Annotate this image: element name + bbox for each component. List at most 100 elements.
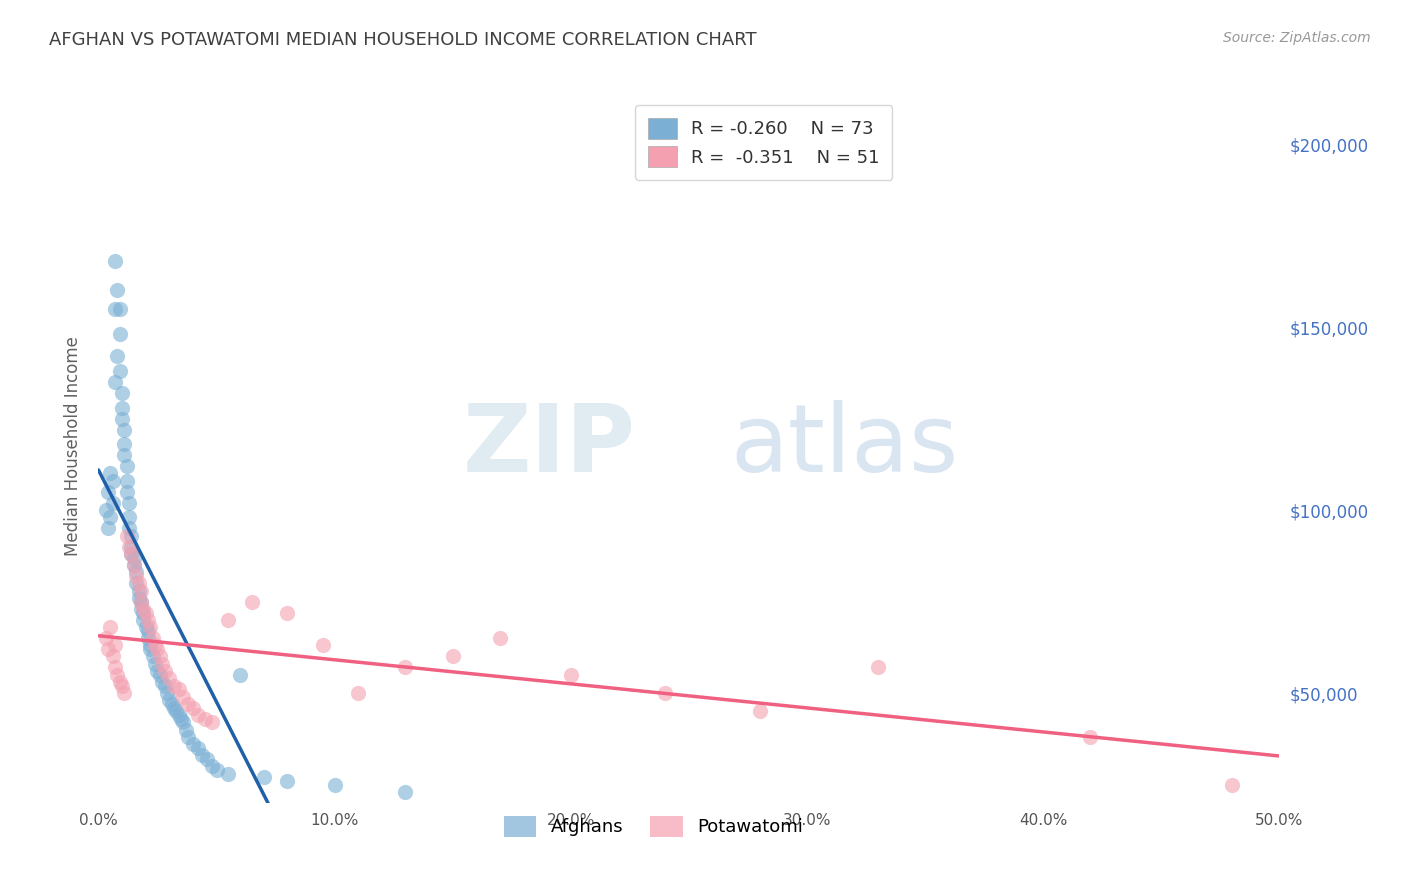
Point bbox=[128, 583, 150, 598]
Point bbox=[105, 284, 128, 298]
Point bbox=[1080, 730, 1102, 744]
Point bbox=[146, 642, 169, 657]
Point bbox=[748, 704, 770, 718]
Point bbox=[132, 602, 155, 616]
Point bbox=[195, 752, 218, 766]
Legend: Afghans, Potawatomi: Afghans, Potawatomi bbox=[496, 808, 810, 844]
Point bbox=[181, 700, 204, 714]
Point bbox=[205, 763, 228, 777]
Point bbox=[163, 679, 186, 693]
Point bbox=[170, 712, 193, 726]
Point bbox=[105, 349, 128, 363]
Point bbox=[229, 667, 252, 681]
Point bbox=[98, 510, 121, 524]
Point bbox=[177, 730, 200, 744]
Point bbox=[276, 606, 298, 620]
Point bbox=[187, 740, 209, 755]
Point bbox=[128, 576, 150, 591]
Point bbox=[146, 664, 169, 678]
Point bbox=[104, 301, 127, 316]
Y-axis label: Median Household Income: Median Household Income bbox=[63, 336, 82, 556]
Point bbox=[240, 594, 263, 608]
Point bbox=[142, 631, 165, 645]
Point bbox=[312, 639, 335, 653]
Point bbox=[115, 484, 138, 499]
Point bbox=[125, 566, 148, 580]
Point bbox=[121, 529, 143, 543]
Point bbox=[98, 467, 121, 481]
Point bbox=[105, 667, 128, 681]
Point bbox=[104, 639, 127, 653]
Point bbox=[97, 642, 120, 657]
Point bbox=[111, 386, 134, 401]
Point bbox=[98, 620, 121, 634]
Text: ZIP: ZIP bbox=[463, 400, 636, 492]
Point bbox=[139, 639, 162, 653]
Point bbox=[101, 496, 124, 510]
Point bbox=[108, 675, 131, 690]
Point bbox=[394, 660, 416, 674]
Text: atlas: atlas bbox=[730, 400, 959, 492]
Text: Source: ZipAtlas.com: Source: ZipAtlas.com bbox=[1223, 31, 1371, 45]
Point bbox=[115, 529, 138, 543]
Point bbox=[121, 547, 143, 561]
Point bbox=[112, 423, 135, 437]
Point bbox=[1220, 777, 1243, 791]
Point bbox=[560, 667, 582, 681]
Point bbox=[112, 686, 135, 700]
Point bbox=[129, 594, 152, 608]
Point bbox=[194, 712, 217, 726]
Point bbox=[276, 773, 298, 788]
Point bbox=[163, 700, 186, 714]
Point bbox=[167, 682, 190, 697]
Point bbox=[129, 602, 152, 616]
Point bbox=[112, 437, 135, 451]
Point bbox=[323, 777, 346, 791]
Point bbox=[143, 639, 166, 653]
Point bbox=[122, 550, 145, 565]
Point bbox=[177, 697, 200, 711]
Point bbox=[157, 672, 180, 686]
Point bbox=[101, 649, 124, 664]
Point bbox=[160, 697, 183, 711]
Point bbox=[118, 496, 141, 510]
Point bbox=[115, 459, 138, 474]
Point bbox=[441, 649, 464, 664]
Point bbox=[347, 686, 370, 700]
Point bbox=[139, 620, 162, 634]
Point bbox=[136, 624, 159, 638]
Point bbox=[217, 766, 239, 780]
Point bbox=[94, 631, 117, 645]
Point bbox=[132, 613, 155, 627]
Point bbox=[111, 401, 134, 415]
Point bbox=[115, 474, 138, 488]
Point bbox=[104, 660, 127, 674]
Point bbox=[394, 785, 416, 799]
Point bbox=[149, 649, 172, 664]
Text: AFGHAN VS POTAWATOMI MEDIAN HOUSEHOLD INCOME CORRELATION CHART: AFGHAN VS POTAWATOMI MEDIAN HOUSEHOLD IN… bbox=[49, 31, 756, 49]
Point bbox=[118, 540, 141, 554]
Point bbox=[111, 679, 134, 693]
Point bbox=[135, 620, 157, 634]
Point bbox=[104, 375, 127, 389]
Point bbox=[191, 748, 214, 763]
Point bbox=[150, 657, 173, 671]
Point bbox=[136, 631, 159, 645]
Point bbox=[108, 327, 131, 342]
Point bbox=[201, 759, 224, 773]
Point bbox=[101, 474, 124, 488]
Point bbox=[654, 686, 676, 700]
Point bbox=[125, 569, 148, 583]
Point bbox=[108, 301, 131, 316]
Point bbox=[217, 613, 239, 627]
Point bbox=[129, 594, 152, 608]
Point bbox=[167, 708, 190, 723]
Point bbox=[112, 448, 135, 462]
Point bbox=[142, 649, 165, 664]
Point bbox=[489, 631, 512, 645]
Point bbox=[172, 715, 194, 730]
Point bbox=[174, 723, 197, 737]
Point bbox=[149, 667, 172, 681]
Point bbox=[172, 690, 194, 704]
Point bbox=[135, 606, 157, 620]
